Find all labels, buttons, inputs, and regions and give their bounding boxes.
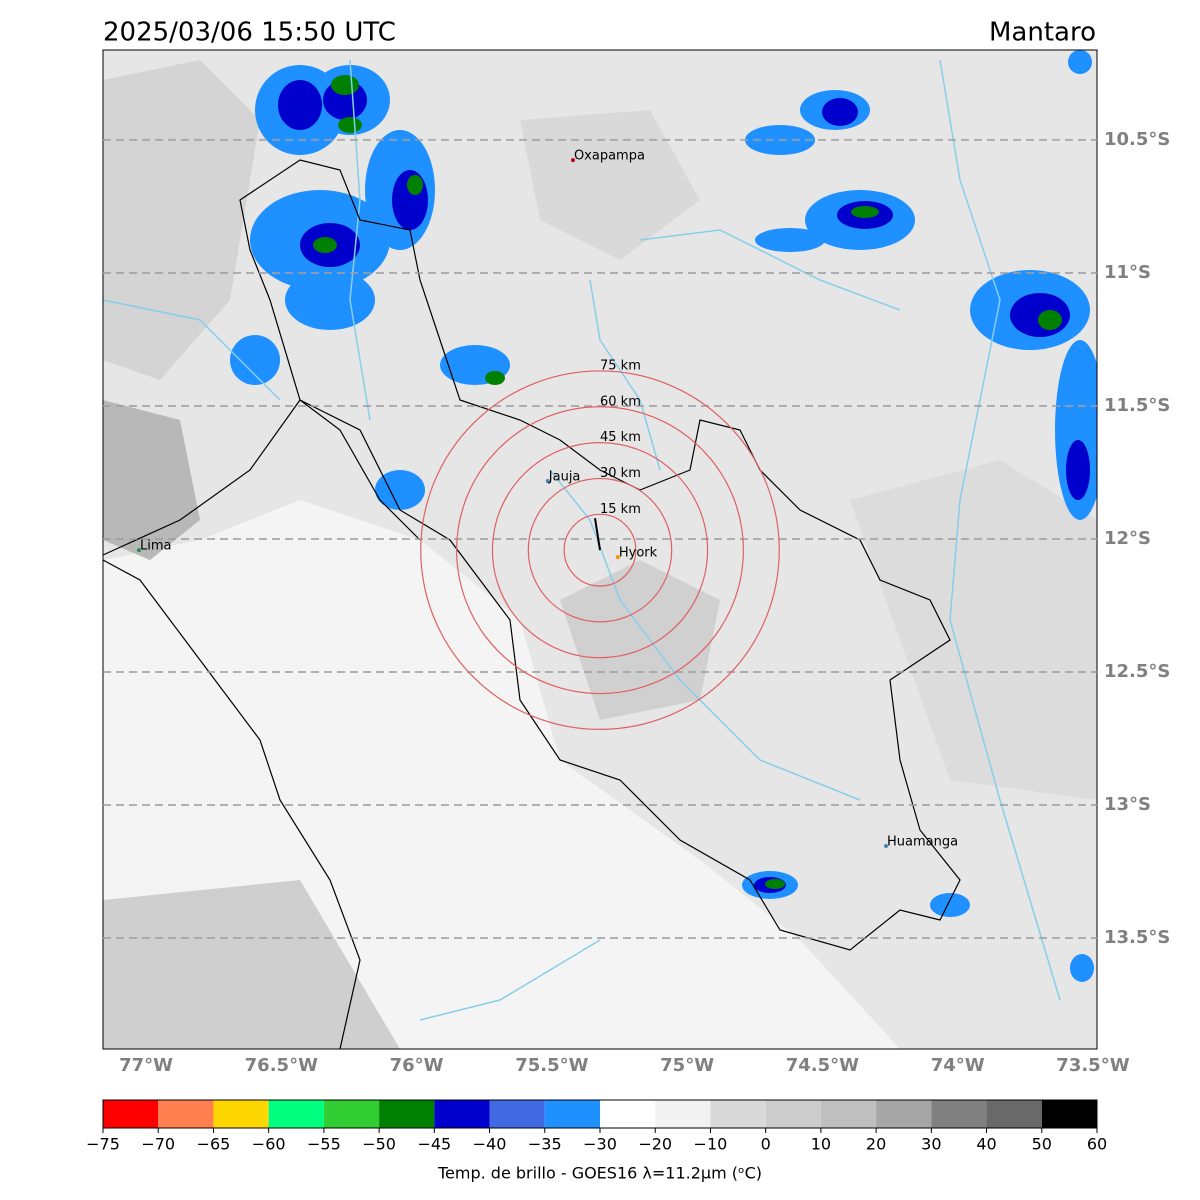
colorbar-tick-label: −20 <box>638 1135 672 1154</box>
colorbar-segment <box>655 1100 711 1128</box>
colorbar-tick-label: 60 <box>1087 1135 1107 1154</box>
colorbar-tick-label: 40 <box>976 1135 996 1154</box>
colorbar-label: Temp. de brillo - GOES16 λ=11.2μm (ᵒC) <box>437 1164 762 1183</box>
colorbar-tick-label: 30 <box>921 1135 941 1154</box>
city-label: Lima <box>140 539 171 554</box>
range-ring-label: 75 km <box>600 358 641 373</box>
colorbar-tick-label: −50 <box>362 1135 396 1154</box>
range-ring-label: 30 km <box>600 466 641 481</box>
colorbar-tick-label: −60 <box>252 1135 286 1154</box>
colorbar-tick-label: −70 <box>141 1135 175 1154</box>
region: Mantaro <box>989 18 1096 48</box>
range-ring-label: 60 km <box>600 394 641 409</box>
lon-tick-label: 74.5°W <box>786 1055 859 1076</box>
city-dot <box>570 158 575 163</box>
colorbar-segment <box>820 1100 877 1128</box>
colorbar-segment <box>1041 1100 1097 1128</box>
map-imagery <box>103 50 1097 1049</box>
range-ring <box>527 477 673 623</box>
colorbar-segment <box>931 1100 987 1128</box>
title: 2025/03/06 15:50 UTC <box>103 18 396 48</box>
city-label: Jauja <box>548 469 581 484</box>
colorbar-segment <box>323 1100 380 1128</box>
colorbar-segment <box>489 1100 545 1128</box>
lon-tick-label: 75°W <box>660 1055 714 1076</box>
colorbar-tick-label: 0 <box>761 1135 771 1154</box>
colorbar-tick-label: 20 <box>866 1135 886 1154</box>
colorbar-tick-label: −75 <box>86 1135 120 1154</box>
range-ring <box>563 513 637 587</box>
colorbar-tick-label: −40 <box>473 1135 507 1154</box>
colorbar-segment <box>434 1100 490 1128</box>
colorbar-segment <box>544 1100 600 1128</box>
colorbar-segment <box>213 1100 269 1128</box>
colorbar-segment <box>765 1100 821 1128</box>
lat-tick-label: 13.5°S <box>1104 927 1170 948</box>
colorbar-tick-label: −55 <box>307 1135 341 1154</box>
center-marker <box>594 518 601 551</box>
lat-tick-label: 12.5°S <box>1104 661 1170 682</box>
colorbar-segment <box>986 1100 1042 1128</box>
colorbar-tick-label: −45 <box>417 1135 451 1154</box>
map-frame <box>102 49 1098 1050</box>
range-ring-label: 45 km <box>600 430 641 445</box>
colorbar-tick-label: 50 <box>1032 1135 1052 1154</box>
range-ring <box>420 370 780 731</box>
city-dot <box>136 548 141 553</box>
city-dot <box>545 478 550 483</box>
lat-tick-label: 11°S <box>1104 262 1151 283</box>
colorbar-segment <box>103 1100 159 1128</box>
lon-tick-label: 74°W <box>931 1055 985 1076</box>
colorbar-segment <box>158 1100 214 1128</box>
lat-tick-label: 13°S <box>1104 794 1151 815</box>
colorbar-segment <box>876 1100 932 1128</box>
colorbar-segment <box>379 1100 435 1128</box>
range-ring-label: 15 km <box>600 502 641 517</box>
city-label: Oxapampa <box>574 149 645 164</box>
lat-tick-label: 10.5°S <box>1104 129 1170 150</box>
lat-tick-label: 12°S <box>1104 528 1151 549</box>
colorbar-segment <box>268 1100 324 1128</box>
colorbar-tick-label: 10 <box>811 1135 831 1154</box>
colorbar-segment <box>710 1100 766 1128</box>
lon-tick-label: 75.5°W <box>515 1055 588 1076</box>
colorbar-tick-label: −30 <box>583 1135 617 1154</box>
range-ring <box>491 442 709 659</box>
lon-tick-label: 77°W <box>119 1055 173 1076</box>
lat-tick-label: 11.5°S <box>1104 395 1170 416</box>
colorbar-segment <box>600 1100 656 1128</box>
lon-tick-label: 73.5°W <box>1056 1055 1129 1076</box>
colorbar-tick-label: −10 <box>694 1135 728 1154</box>
colorbar-tick-label: −35 <box>528 1135 562 1154</box>
lon-tick-label: 76.5°W <box>245 1055 318 1076</box>
city-dot <box>615 555 620 560</box>
colorbar-tick-label: −65 <box>197 1135 231 1154</box>
range-ring <box>456 406 744 695</box>
city-dot <box>883 844 888 849</box>
lon-tick-label: 76°W <box>390 1055 444 1076</box>
city-label: Hyork <box>619 546 658 561</box>
city-label: Huamanga <box>887 835 958 850</box>
